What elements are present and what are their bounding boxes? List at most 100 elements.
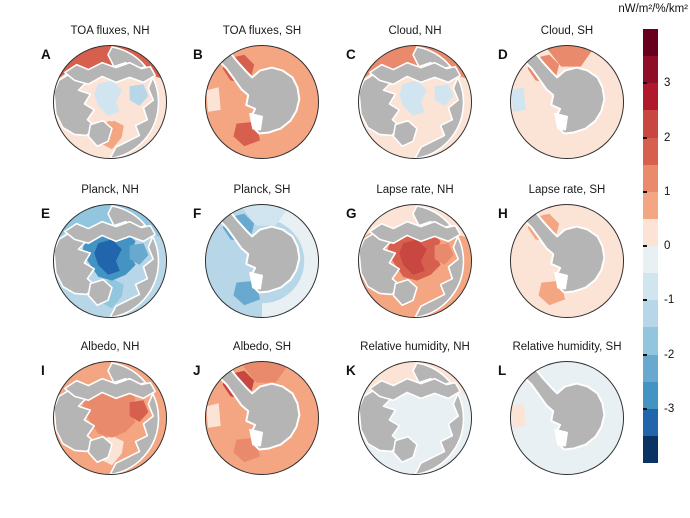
land-alaska-chukotka [63, 61, 157, 86]
ocean-region-arctic-core [399, 396, 427, 432]
map-outline [52, 203, 168, 319]
ocean-region-siberian-seas [434, 400, 454, 422]
land-eurasia [107, 205, 160, 318]
colorbar-tick [643, 407, 647, 410]
panel-title: Cloud, SH [540, 25, 594, 37]
panel-title: Lapse rate, SH [528, 184, 606, 196]
polar-map-sh [509, 44, 625, 160]
colorbar-segment [643, 110, 658, 138]
land-greenland [87, 435, 113, 464]
colorbar-tick-label: 2 [664, 131, 671, 144]
ocean-region-left-rim [206, 403, 221, 428]
colorbar-segment [643, 218, 658, 246]
colorbar-tick [643, 190, 647, 193]
land-eurasia [412, 46, 465, 159]
ocean-region-siberian-seas [434, 84, 454, 106]
panel-a: TOA fluxes, NH A [36, 25, 184, 179]
polar-map-nh [52, 360, 168, 476]
panel-h: Lapse rate, SH H [493, 184, 641, 338]
land-greenland [392, 435, 418, 464]
ocean-region-outer-ring [567, 45, 624, 159]
colorbar-tick [643, 136, 647, 139]
polar-map-nh [357, 360, 473, 476]
panel-letter: F [193, 206, 202, 221]
land-masses [523, 50, 606, 135]
ocean-region-arctic-core [94, 80, 122, 116]
panel-title: TOA fluxes, NH [70, 25, 150, 37]
land-eurasia [412, 205, 465, 318]
land-antarctica [523, 50, 606, 135]
colorbar-segment [643, 191, 658, 219]
panel-title: Planck, SH [233, 184, 291, 196]
ross-ice-shelf-notch [249, 428, 263, 447]
map-outline [509, 203, 625, 319]
land-antarctica [523, 209, 606, 294]
polar-map-sh [204, 203, 320, 319]
polar-map-nh [52, 203, 168, 319]
colorbar-tick-label: 0 [664, 240, 671, 252]
ocean-region-arctic-core [399, 80, 427, 116]
colorbar-segment [643, 300, 658, 328]
polar-map-sh [509, 203, 625, 319]
land-greenland [87, 119, 113, 148]
colorbar-tick [643, 82, 647, 85]
panel-title: Lapse rate, NH [376, 184, 454, 196]
panel-title: Albedo, SH [232, 341, 292, 353]
ross-ice-shelf-notch [249, 271, 263, 290]
land-eurasia [107, 46, 160, 159]
land-masses [218, 209, 301, 294]
panel-title: Relative humidity, SH [512, 341, 622, 353]
land-masses [523, 209, 606, 294]
panel-b: TOA fluxes, SH B [188, 25, 336, 179]
panel-letter: H [498, 206, 508, 221]
colorbar-tick [643, 299, 647, 302]
land-eurasia [412, 362, 465, 475]
polar-map-nh [357, 203, 473, 319]
colorbar-segment [643, 354, 658, 382]
panel-letter: E [41, 206, 51, 221]
colorbar-segment [643, 381, 658, 409]
ross-ice-shelf-notch [554, 271, 568, 290]
colorbar-segment [643, 137, 658, 165]
ocean-region-top-wedge [547, 361, 592, 383]
panel-title: Albedo, NH [80, 341, 140, 353]
colorbar-unit-label: nW/m²/%/km² [618, 3, 688, 15]
ocean-region-outer-ring [262, 361, 319, 475]
colorbar-tick [643, 353, 647, 356]
land-alaska-chukotka [368, 220, 462, 245]
ocean-region-outer-ring [262, 204, 319, 318]
land-masses [358, 205, 465, 318]
panel-e: Planck, NH E [36, 184, 184, 338]
panel-title: Cloud, NH [388, 25, 442, 37]
map-outline [357, 360, 473, 476]
colorbar-segment [643, 327, 658, 355]
panel-letter: K [346, 363, 356, 378]
land-greenland [87, 278, 113, 307]
colorbar-tick-label: 1 [664, 185, 671, 198]
panel-i: Albedo, NH I [36, 341, 184, 495]
panel-letter: I [41, 363, 45, 378]
map-outline [357, 44, 473, 160]
ocean-region-left-rim [511, 403, 526, 428]
colorbar-segment [643, 56, 658, 84]
land-masses [523, 366, 606, 451]
colorbar-segment [643, 83, 658, 111]
ocean-region-left-rim [206, 246, 221, 271]
land-greenland [392, 278, 418, 307]
ocean-region-left-rim [511, 87, 526, 112]
panel-letter: A [41, 47, 51, 62]
panel-letter: C [346, 47, 356, 62]
map-outline [52, 360, 168, 476]
ocean-region-top-wedge [547, 204, 592, 226]
ocean-region-top-wedge [242, 361, 287, 383]
polar-map-sh [509, 360, 625, 476]
land-antarctica [218, 366, 301, 451]
colorbar-tick-label: -3 [664, 402, 675, 415]
colorbar-segment [643, 435, 658, 463]
panel-letter: D [498, 47, 508, 62]
map-outline [204, 203, 320, 319]
panel-title: Relative humidity, NH [360, 341, 470, 353]
ocean-region-top-wedge [547, 45, 592, 67]
panel-l: Relative humidity, SH L [493, 341, 641, 495]
